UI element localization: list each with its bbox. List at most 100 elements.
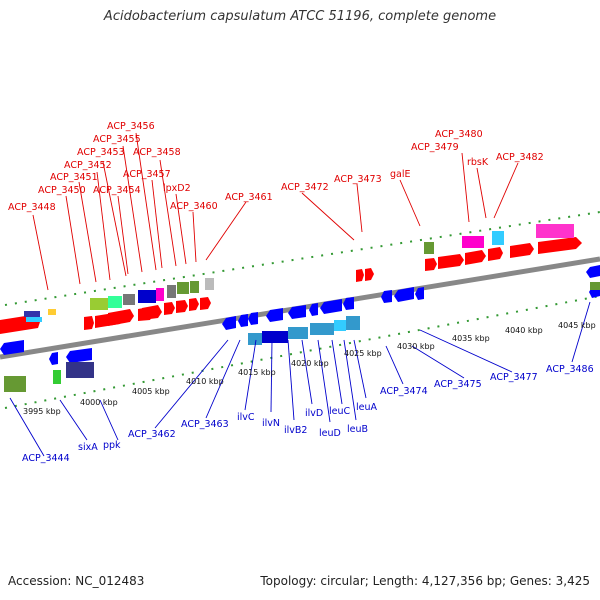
feature-block (346, 316, 360, 330)
gene-label: ACP_3482 (496, 152, 544, 163)
gene-arrow-forward (108, 309, 134, 326)
gene-label: ppk (103, 440, 121, 451)
gene-arrow-forward (365, 268, 374, 281)
feature-block (177, 282, 189, 294)
gene-label: ACP_3451 (50, 172, 98, 183)
feature-block (53, 370, 61, 384)
feature-block (123, 294, 135, 305)
gene-label: leuD (319, 428, 341, 439)
feature-block (190, 281, 199, 293)
gene-label: ACP_3455 (93, 134, 141, 145)
gene-label: ACP_3479 (411, 142, 459, 153)
reverse-feature-blocks (4, 282, 600, 392)
gene-label: ACP_3461 (225, 192, 273, 203)
gene-label: ACP_3456 (107, 121, 155, 132)
gene-label: ACP_3474 (380, 386, 428, 397)
gene-arrow-reverse (238, 314, 248, 327)
gene-arrow-forward (164, 302, 175, 315)
gene-label: ACP_3450 (38, 185, 86, 196)
gene-arrow-forward (438, 254, 464, 269)
feature-block (536, 224, 574, 238)
gene-arrow-forward (142, 305, 162, 320)
gene-arrow-forward (425, 258, 437, 271)
forward-gene-labels: ACP_3448 ACP_3450 ACP_3451 ACP_3452 ACP_… (8, 121, 544, 213)
gene-label: ACP_3460 (170, 201, 218, 212)
gene-arrow-reverse (415, 287, 424, 300)
feature-block (205, 278, 214, 290)
scale-label: 4000 kbp (80, 398, 118, 407)
feature-block (248, 333, 262, 345)
gene-arrow-reverse (381, 290, 392, 303)
gene-arrow-forward (465, 250, 486, 265)
gene-label: ACP_3477 (490, 372, 538, 383)
gene-label: ilvB2 (284, 425, 307, 436)
gene-arrow-reverse (266, 308, 283, 322)
scale-label: 4005 kbp (132, 387, 170, 396)
gene-label: ACP_3448 (8, 202, 56, 213)
feature-block (424, 242, 434, 254)
gene-label: ACP_3444 (22, 453, 70, 464)
feature-block (310, 323, 334, 335)
feature-block (48, 309, 56, 315)
gene-label: ACP_3454 (93, 185, 141, 196)
feature-block (167, 285, 176, 298)
gene-label: ACP_3457 (123, 169, 171, 180)
scale-label: 4040 kbp (505, 326, 543, 335)
scale-label: 4045 kbp (558, 321, 596, 330)
feature-block (156, 288, 164, 301)
feature-block (138, 290, 156, 303)
scale-labels: 3995 kbp 4000 kbp 4005 kbp 4010 kbp 4015… (23, 321, 596, 416)
gene-arrow-reverse (288, 305, 306, 319)
feature-block (26, 317, 42, 322)
gene-arrow-reverse (222, 316, 236, 330)
gene-arrow-reverse (586, 265, 600, 278)
forward-tick-row (4, 211, 600, 306)
gene-arrow-reverse (394, 287, 414, 302)
gene-label: ACP_3475 (434, 379, 482, 390)
feature-block (334, 320, 346, 331)
gene-arrow-forward (510, 243, 534, 258)
gene-label: leuA (356, 402, 378, 413)
gene-arrow-forward (189, 298, 199, 311)
reverse-genes (0, 265, 600, 365)
gene-arrow-reverse (343, 297, 354, 310)
gene-label: ACP_3472 (281, 182, 329, 193)
accession-label: Accession: NC_012483 (8, 574, 145, 588)
feature-block (4, 376, 26, 392)
gene-label: ACP_3480 (435, 129, 483, 140)
gene-arrow-forward (176, 300, 188, 313)
gene-label: lpxD2 (163, 183, 191, 194)
feature-block (462, 236, 484, 248)
gene-label: ACP_3473 (334, 174, 382, 185)
gene-label: ACP_3462 (128, 429, 176, 440)
gene-label: ACP_3486 (546, 364, 594, 375)
feature-block (262, 331, 288, 343)
gene-label: ilvN (262, 418, 280, 429)
scale-label: 4020 kbp (291, 359, 329, 368)
gene-label: ACP_3453 (77, 147, 125, 158)
gene-label: ACP_3458 (133, 147, 181, 158)
gene-label: leuC (329, 406, 351, 417)
scale-label: 4010 kbp (186, 377, 224, 386)
scale-label: 3995 kbp (23, 407, 61, 416)
gene-arrow-reverse (309, 303, 318, 316)
gene-label: galE (390, 169, 411, 180)
gene-label: rbsK (467, 157, 489, 168)
gene-label: ACP_3463 (181, 419, 229, 430)
feature-block (66, 362, 94, 378)
gene-label: ilvC (237, 412, 255, 423)
map-title: Acidobacterium capsulatum ATCC 51196, co… (103, 9, 497, 24)
feature-block (590, 282, 600, 290)
gene-label: ilvD (305, 408, 323, 419)
gene-arrow-reverse (66, 348, 92, 363)
feature-block (90, 298, 108, 310)
genome-summary: Topology: circular; Length: 4,127,356 bp… (260, 574, 590, 588)
gene-label: sixA (78, 442, 98, 453)
gene-arrow-reverse (320, 299, 342, 314)
forward-genes (0, 237, 582, 334)
feature-block (492, 231, 504, 245)
gene-arrow-reverse (49, 352, 58, 365)
label-leaders (9, 132, 591, 457)
gene-arrow-forward (200, 297, 211, 310)
